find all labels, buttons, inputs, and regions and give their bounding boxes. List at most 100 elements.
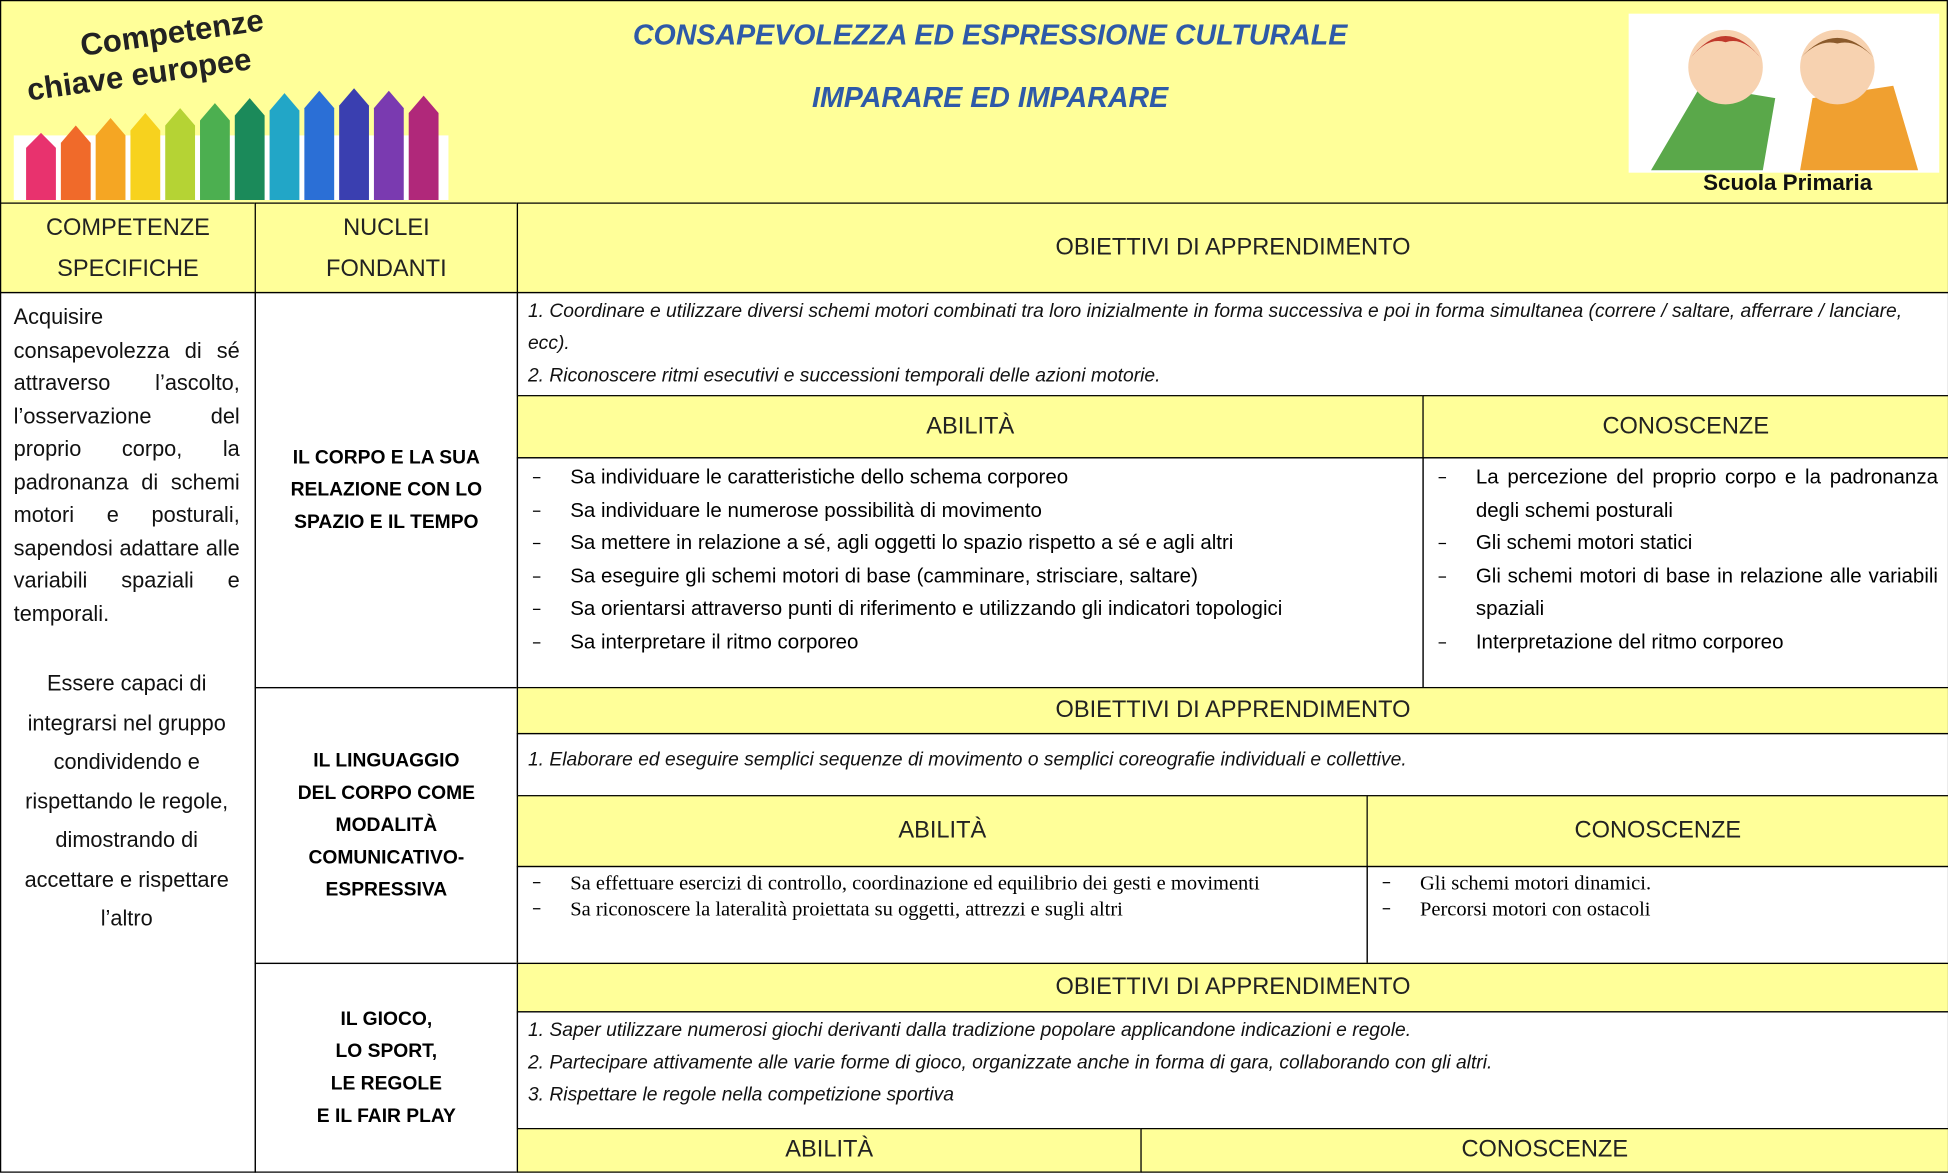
dash — [532, 882, 541, 884]
abilities-text: Sa effettuare esercizi di controllo, coo… — [570, 870, 1260, 895]
knowledge-list: La percezione del proprio corpo e la pad… — [1424, 458, 1948, 660]
pencils — [13, 88, 449, 201]
list-item: Gli schemi motori dinamici. — [1378, 870, 1938, 896]
objectives-cell: 1. Saper utilizzare numerosi giochi deri… — [516, 1011, 1948, 1130]
nucleus-line: LO SPORT, — [335, 1040, 438, 1062]
abilities-header: ABILITÀ — [516, 1128, 1142, 1173]
dash — [1382, 908, 1391, 910]
list-item: La percezione del proprio corpo e la pad… — [1434, 461, 1938, 527]
nucleus-line: IL CORPO E LA SUA — [292, 446, 480, 468]
title: CONSAPEVOLEZZA ED ESPRESSIONE CULTURALE — [632, 18, 1348, 51]
knowledge-heading: CONOSCENZE — [1461, 1136, 1629, 1163]
objectives-header: OBIETTIVI DI APPRENDIMENTO — [516, 962, 1948, 1013]
header: Competenze chiave europee CONSAPEVOLEZZA… — [0, 0, 1948, 204]
objective: 1. Coordinare e utilizzare diversi schem… — [527, 300, 1903, 355]
abilities-header: ABILITÀ — [516, 795, 1368, 868]
nucleus-cell: IL CORPO E LA SUA RELAZIONE CON LO SPAZIO … — [254, 291, 519, 689]
nucleus-cell: IL LINGUAGGIO DEL CORPO COME MODALITÀ COMUN… — [254, 686, 519, 965]
dash — [532, 641, 541, 643]
knowledge-cell: La percezione del proprio corpo e la pad… — [1422, 457, 1948, 689]
illustration: Scuola Primaria — [1628, 13, 1940, 195]
list-item: Gli schemi motori di base in relazione a… — [1434, 560, 1938, 626]
nucleus-line: E IL FAIR PLAY — [316, 1105, 456, 1127]
objective: 2. Riconoscere ritmi esecutivi e success… — [527, 365, 1161, 387]
list-item: Sa individuare le numerose possibilità d… — [528, 494, 1413, 527]
abilities-text: Sa mettere in relazione a sé, agli ogget… — [570, 531, 1234, 555]
title: IMPARARE ED IMPARARE — [812, 80, 1169, 114]
dash — [532, 908, 541, 910]
objective: 1. Elaborare ed eseguire semplici sequen… — [527, 749, 1407, 771]
knowledge-list: Gli schemi motori dinamici. Percorsi moto… — [1368, 867, 1948, 924]
list-item: Sa mettere in relazione a sé, agli ogget… — [528, 527, 1413, 560]
column-heading: COMPETENZE SPECIFICHE — [45, 214, 210, 282]
nucleus-line: DEL CORPO COME — [297, 782, 475, 804]
abilities-list: Sa individuare le caratteristiche dello … — [518, 458, 1422, 660]
objective: 3. Rispettare le regole nella competizio… — [527, 1084, 954, 1106]
dash — [1438, 542, 1447, 545]
dash — [532, 608, 541, 610]
knowledge-header: CONOSCENZE — [1366, 795, 1948, 868]
nucleus-line: COMUNICATIVO- — [308, 846, 465, 868]
list-item: Percorsi motori con ostacoli — [1378, 896, 1938, 922]
nucleus-line: MODALITÀ — [335, 814, 438, 836]
abilities-text: Sa individuare le caratteristiche dello … — [570, 465, 1069, 489]
column-heading: OBIETTIVI DI APPRENDIMENTO — [1055, 234, 1411, 261]
knowledge-header: CONOSCENZE — [1140, 1128, 1948, 1173]
nucleus-line: RELAZIONE CON LO — [290, 478, 483, 501]
list-item: Interpretazione del ritmo corporeo — [1434, 625, 1938, 658]
nucleus-line: LE REGOLE — [330, 1072, 442, 1094]
objectives-heading: OBIETTIVI DI APPRENDIMENTO — [1055, 973, 1411, 1001]
column-header: OBIETTIVI DI APPRENDIMENTO — [516, 202, 1948, 294]
list-item: Sa individuare le caratteristiche dello … — [528, 461, 1413, 494]
abilities-text: Sa interpretare il ritmo corporeo — [570, 630, 859, 653]
abilities-text: Sa orientarsi attraverso punti di riferi… — [570, 597, 1283, 620]
abilities-cell: Sa effettuare esercizi di controllo, coo… — [516, 865, 1368, 965]
objectives-heading: OBIETTIVI DI APPRENDIMENTO — [1055, 696, 1411, 724]
knowledge-cell: Gli schemi motori dinamici. Percorsi moto… — [1366, 865, 1948, 965]
list-item: Sa effettuare esercizi di controllo, coo… — [528, 870, 1357, 896]
knowledge-header: CONOSCENZE — [1422, 395, 1948, 459]
knowledge-text: Gli schemi motori statici — [1475, 531, 1693, 555]
nucleus-line: IL GIOCO, — [340, 1008, 433, 1030]
objectives-cell: 1. Elaborare ed eseguire semplici sequen… — [516, 732, 1948, 797]
column-heading: NUCLEI FONDANTI — [326, 214, 447, 282]
list-item: Sa riconoscere la lateralità proiettata … — [528, 896, 1357, 922]
objective: 1. Saper utilizzare numerosi giochi deri… — [527, 1019, 1412, 1042]
objectives-header: OBIETTIVI DI APPRENDIMENTO — [516, 686, 1948, 735]
abilities-list: Sa effettuare esercizi di controllo, coo… — [518, 867, 1366, 924]
abilities-text: Sa riconoscere la lateralità proiettata … — [570, 896, 1123, 921]
abilities-text: Sa individuare le numerose possibilità d… — [570, 498, 1042, 522]
dash — [1438, 575, 1447, 578]
competences-cell: Acquisire consapevolezza di sé attravers… — [0, 291, 256, 1173]
dash — [532, 509, 541, 512]
competence-text: Essere capaci di integrarsi nel gruppo c… — [24, 670, 229, 931]
abilities-text: Sa eseguire gli schemi motori di base (c… — [570, 564, 1198, 587]
nucleus-line: SPAZIO E IL TEMPO — [294, 511, 479, 533]
knowledge-heading: CONOSCENZE — [1574, 817, 1742, 844]
abilities-header: ABILITÀ — [516, 395, 1424, 459]
dash — [532, 477, 541, 479]
badge: Scuola Primaria — [1703, 170, 1873, 195]
list-item: Gli schemi motori statici — [1434, 527, 1938, 560]
list-item: Sa orientarsi attraverso punti di riferi… — [528, 593, 1413, 626]
column-header: NUCLEI FONDANTI — [254, 202, 519, 294]
abilities-cell: Sa individuare le caratteristiche dello … — [516, 457, 1424, 689]
dash — [532, 575, 541, 578]
nucleus-cell: IL GIOCO, LO SPORT, LE REGOLE E IL FAIR PLA… — [254, 962, 519, 1173]
list-item: Sa interpretare il ritmo corporeo — [528, 625, 1413, 658]
abilities-heading: ABILITÀ — [926, 413, 1015, 440]
abilities-heading: ABILITÀ — [785, 1136, 874, 1163]
knowledge-text: Gli schemi motori di base in relazione a… — [1475, 564, 1938, 620]
column-header: COMPETENZE SPECIFICHE — [0, 202, 256, 294]
knowledge-heading: CONOSCENZE — [1602, 413, 1770, 440]
objective: 2. Partecipare attivamente alle varie fo… — [527, 1052, 1493, 1074]
knowledge-text: Interpretazione del ritmo corporeo — [1475, 630, 1784, 653]
nucleus-line: ESPRESSIVA — [325, 878, 448, 901]
objectives-cell: 1. Coordinare e utilizzare diversi schem… — [516, 291, 1948, 397]
knowledge-text: La percezione del proprio corpo e la pad… — [1475, 465, 1938, 522]
competence-text: Acquisire consapevolezza di sé attravers… — [13, 304, 240, 626]
logo: Competenze chiave europee — [13, 11, 449, 201]
knowledge-text: Percorsi motori con ostacoli — [1419, 896, 1651, 921]
